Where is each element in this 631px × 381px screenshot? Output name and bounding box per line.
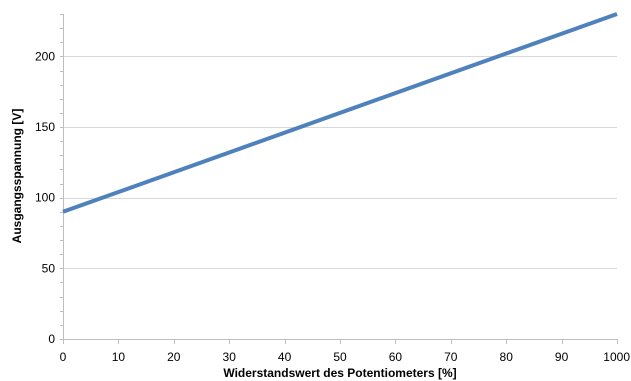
series-line <box>62 12 618 214</box>
y-tick-label: 50 <box>42 261 56 275</box>
x-tick-label: 1000 <box>603 350 630 364</box>
series-layer <box>62 12 618 214</box>
y-tick-label: 0 <box>48 332 55 346</box>
x-tick-label: 50 <box>333 350 347 364</box>
gridlines <box>63 56 617 269</box>
x-tick-label: 60 <box>389 350 403 364</box>
x-tick-label: 10 <box>112 350 126 364</box>
x-tick-labels: 0 10 20 30 40 50 60 70 80 90 1000 <box>60 350 631 364</box>
y-tick-label: 200 <box>35 49 55 63</box>
x-tick-label: 30 <box>223 350 237 364</box>
y-tick-label: 100 <box>35 191 55 205</box>
x-tick-label: 40 <box>278 350 292 364</box>
y-tick-labels: 0 50 100 150 200 <box>35 49 55 346</box>
x-tick-label: 90 <box>555 350 569 364</box>
x-tick-label: 80 <box>500 350 514 364</box>
x-axis-title: Widerstandswert des Potentiometers [%] <box>223 366 456 380</box>
y-axis-title: Ausgangsspannung [V] <box>10 109 24 244</box>
axes <box>60 14 618 344</box>
x-tick-label: 20 <box>167 350 181 364</box>
y-tick-label: 150 <box>35 120 55 134</box>
x-tick-label: 70 <box>444 350 458 364</box>
x-tick-label: 0 <box>60 350 67 364</box>
